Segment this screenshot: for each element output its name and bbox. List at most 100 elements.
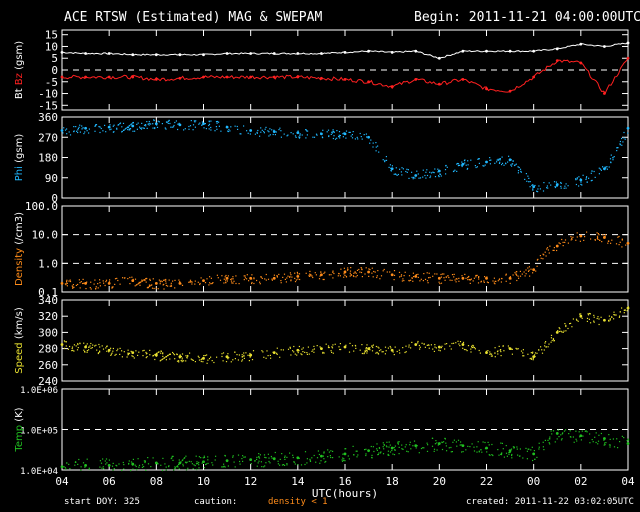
series-bt-line [62,41,629,60]
data-point-bz [532,75,536,79]
y-tick-label-phi: 90 [45,172,58,185]
x-tick-label: 04 [621,475,635,488]
y-axis-label-part: Temp [14,425,25,453]
x-tick-label: 14 [291,475,305,488]
data-point-density [367,270,370,274]
data-point-bt [225,52,229,55]
y-axis-label-part: (gsm) [14,134,25,166]
data-point-phi [532,185,536,189]
scatter-cloud-density [64,231,628,290]
data-point-bz [154,78,158,81]
x-tick-label: 02 [574,475,587,488]
data-point-bz [437,82,441,86]
data-point-phi [461,162,465,166]
data-point-phi [178,123,182,127]
data-point-bt [626,41,630,45]
series-bz-line [61,57,629,94]
data-point-bz [131,75,135,79]
data-point-temp [626,442,630,445]
data-point-temp [343,452,347,456]
data-point-phi [60,129,64,132]
data-point-phi [202,122,205,126]
data-point-density [154,281,158,285]
data-point-bt [154,53,158,57]
data-point-bt [178,53,182,57]
data-point-bt [84,52,87,55]
data-point-phi [367,135,370,139]
data-point-bt [461,49,465,53]
data-point-temp [532,452,536,456]
data-point-bz [485,87,488,91]
y-tick-label-density: 1.0 [38,257,58,270]
data-point-bz [461,78,465,81]
data-point-density [320,273,323,277]
data-point-density [437,276,441,280]
y-tick-label-phi: 360 [38,111,58,124]
y-tick-label-temp: 1.0E+05 [20,427,58,437]
data-point-temp [437,442,441,445]
data-point-temp [508,449,512,453]
data-point-bt [343,50,347,54]
y-tick-label-mag: -10 [38,88,58,101]
created-time: created: 2011-11-22 03:02:05UTC [466,497,634,507]
y-tick-label-phi: 0 [51,192,58,205]
data-point-bt [107,52,111,55]
data-point-temp [320,454,323,458]
data-point-phi [107,125,111,129]
data-point-bz [178,76,182,80]
y-tick-label-speed: 300 [38,326,58,339]
y-tick-label-phi: 180 [38,152,58,165]
data-point-density [202,279,205,282]
x-tick-label: 18 [386,475,399,488]
data-point-phi [626,126,630,130]
data-point-bt [437,56,441,60]
x-tick-label: 00 [527,475,540,488]
data-point-bt [202,53,205,57]
data-point-temp [603,437,606,440]
y-tick-label-speed: 280 [38,343,58,356]
data-point-bt [296,52,300,55]
data-point-bz [414,78,418,81]
y-axis-label-part: (K) [14,407,25,425]
y-tick-label-density: 10.0 [32,229,59,242]
data-point-bz [84,75,87,79]
data-point-phi [131,124,135,128]
plot-title: ACE RTSW (Estimated) MAG & SWEPAM [64,10,323,25]
y-axis-label-temp: Temp (K) [14,407,25,452]
data-point-bz [367,80,370,84]
y-tick-label-mag: 15 [45,29,58,42]
begin-time: Begin: 2011-11-21 04:00:00UTC [414,10,640,25]
data-point-temp [367,449,370,453]
data-point-speed [390,348,394,352]
y-tick-label-speed: 340 [38,294,58,307]
data-point-bz [225,75,229,79]
x-tick-label: 08 [150,475,163,488]
data-point-bz [390,85,394,88]
scatter-cloud-phi [62,119,629,193]
data-point-density [532,268,536,272]
data-point-phi [249,129,253,132]
data-point-bt [367,49,370,53]
y-axis-label-mag: Bt Bz (gsm) [14,41,25,99]
data-point-bz [320,76,323,80]
y-tick-label-phi: 270 [38,131,58,144]
data-point-bt [485,49,488,53]
data-point-phi [414,174,418,177]
data-point-bz [343,78,347,81]
x-tick-label: 20 [433,475,446,488]
data-point-temp [555,432,559,435]
data-point-bz [508,89,512,93]
data-point-temp [225,459,229,463]
data-point-speed [320,347,323,350]
data-point-speed [555,331,559,334]
x-tick-label: 10 [197,475,210,488]
data-point-bz [579,61,583,65]
data-point-density [107,281,111,285]
data-point-bt [414,49,418,53]
data-point-speed [343,345,347,349]
data-point-bt [532,49,536,53]
y-tick-label-mag: -15 [38,99,58,112]
y-tick-label-density: 0.1 [38,286,58,299]
data-point-bt [508,49,512,53]
data-point-bz [272,75,276,79]
